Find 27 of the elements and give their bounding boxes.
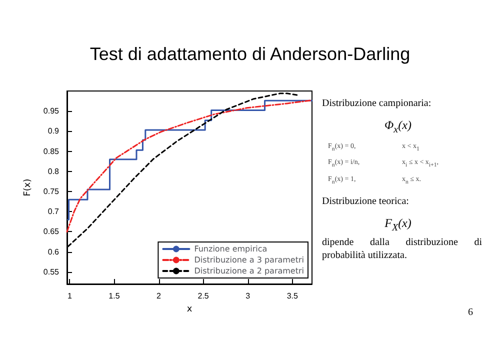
text: Distribuzione teorica: (322, 196, 409, 207)
y-tick-label: 0.65 (43, 227, 60, 236)
legend-label: Funzione empirica (194, 244, 268, 254)
y-tick-label: 0.85 (43, 146, 60, 156)
legend-label: Distribuzione a 3 parametri (194, 256, 304, 264)
y-tick-label: 0.75 (43, 187, 60, 196)
x-tick-label: 3.5 (286, 292, 299, 300)
x-tick-label: 1 (67, 292, 72, 300)
y-axis-title: F(x) (23, 178, 34, 196)
text: 6 (468, 307, 473, 318)
y-tick-label: 0.8 (48, 166, 60, 176)
y-tick-label: 0.7 (48, 207, 60, 216)
y-tick-label: 0.6 (48, 247, 60, 256)
y-tick-label: 0.95 (43, 106, 60, 116)
text: Distribuzione campionaria: (322, 98, 432, 109)
legend-label: Distribuzione a 2 parametri (194, 266, 304, 276)
text: Φ$_{x}$(x) (384, 118, 412, 136)
x-tick-label: 3 (246, 292, 251, 300)
chart-title: Test di adattamento di Anderson-Darling (88, 44, 412, 65)
x-tick-label: 1.5 (108, 292, 120, 300)
text: dipende dalla distribuzione di probabilità utilizzata. (322, 236, 482, 262)
x-tick-label: 2.5 (198, 292, 210, 300)
x-axis-title: x (186, 304, 193, 314)
x-tick-label: 2 (156, 292, 162, 300)
text: F$_{X}$(x) (384, 216, 412, 234)
y-tick-label: 0.9 (48, 126, 60, 136)
y-tick-label: 0.55 (43, 267, 60, 276)
